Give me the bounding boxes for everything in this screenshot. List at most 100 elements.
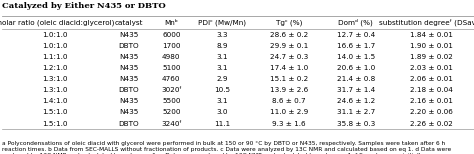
Text: 3.1: 3.1 [217, 54, 228, 60]
FancyBboxPatch shape [326, 107, 385, 118]
FancyBboxPatch shape [192, 63, 252, 74]
FancyBboxPatch shape [108, 85, 150, 96]
Text: 15.1 ± 0.2: 15.1 ± 0.2 [270, 76, 308, 82]
FancyBboxPatch shape [150, 51, 192, 63]
Text: Catalyzed by Either N435 or DBTO: Catalyzed by Either N435 or DBTO [2, 2, 166, 10]
Text: 1700: 1700 [162, 43, 181, 49]
Text: 1.5:1.0: 1.5:1.0 [42, 121, 68, 126]
Text: 11.1: 11.1 [214, 121, 230, 126]
Text: 17.4 ± 1.0: 17.4 ± 1.0 [270, 65, 308, 71]
Text: 29.9 ± 0.1: 29.9 ± 0.1 [270, 43, 308, 49]
Text: 4760: 4760 [162, 76, 181, 82]
Text: 31.1 ± 2.7: 31.1 ± 2.7 [337, 109, 375, 115]
Text: 1.2:1.0: 1.2:1.0 [42, 65, 68, 71]
FancyBboxPatch shape [385, 74, 474, 85]
FancyBboxPatch shape [326, 29, 385, 40]
Text: 2.06 ± 0.01: 2.06 ± 0.01 [410, 76, 452, 82]
FancyBboxPatch shape [108, 63, 150, 74]
Text: 2.03 ± 0.01: 2.03 ± 0.01 [410, 65, 452, 71]
FancyBboxPatch shape [108, 96, 150, 107]
Text: N435: N435 [119, 32, 138, 38]
Text: 2.20 ± 0.06: 2.20 ± 0.06 [410, 109, 452, 115]
Text: 35.8 ± 0.3: 35.8 ± 0.3 [337, 121, 375, 126]
FancyBboxPatch shape [385, 51, 474, 63]
FancyBboxPatch shape [2, 51, 108, 63]
FancyBboxPatch shape [385, 107, 474, 118]
Text: substitution degreeᶠ (DSavg): substitution degreeᶠ (DSavg) [379, 19, 474, 26]
Text: analyzed by 13C NMR and calculated based on eq 1. e Data were analyzed by 13C NM: analyzed by 13C NMR and calculated based… [2, 153, 447, 154]
Text: 3.0: 3.0 [217, 109, 228, 115]
FancyBboxPatch shape [108, 118, 150, 129]
Text: 1.5:1.0: 1.5:1.0 [42, 109, 68, 115]
FancyBboxPatch shape [326, 40, 385, 51]
Text: 1.90 ± 0.01: 1.90 ± 0.01 [410, 43, 452, 49]
Text: 2.18 ± 0.04: 2.18 ± 0.04 [410, 87, 452, 93]
FancyBboxPatch shape [326, 96, 385, 107]
Text: 24.7 ± 0.3: 24.7 ± 0.3 [270, 54, 308, 60]
Text: 8.9: 8.9 [217, 43, 228, 49]
Text: 1.3:1.0: 1.3:1.0 [42, 76, 68, 82]
Text: 16.6 ± 1.7: 16.6 ± 1.7 [337, 43, 375, 49]
FancyBboxPatch shape [2, 74, 108, 85]
FancyBboxPatch shape [385, 85, 474, 96]
FancyBboxPatch shape [252, 107, 326, 118]
FancyBboxPatch shape [2, 40, 108, 51]
FancyBboxPatch shape [150, 118, 192, 129]
FancyBboxPatch shape [252, 118, 326, 129]
FancyBboxPatch shape [252, 51, 326, 63]
Text: 24.6 ± 1.2: 24.6 ± 1.2 [337, 98, 375, 104]
FancyBboxPatch shape [326, 74, 385, 85]
FancyBboxPatch shape [108, 51, 150, 63]
FancyBboxPatch shape [150, 29, 192, 40]
FancyBboxPatch shape [150, 96, 192, 107]
FancyBboxPatch shape [2, 29, 108, 40]
FancyBboxPatch shape [326, 118, 385, 129]
Text: 1.89 ± 0.02: 1.89 ± 0.02 [410, 54, 452, 60]
FancyBboxPatch shape [326, 51, 385, 63]
FancyBboxPatch shape [2, 107, 108, 118]
Text: DBTO: DBTO [118, 43, 139, 49]
Text: 5100: 5100 [162, 65, 181, 71]
Text: PDIᶜ (Mw/Mn): PDIᶜ (Mw/Mn) [198, 19, 246, 26]
FancyBboxPatch shape [192, 85, 252, 96]
Text: 14.0 ± 1.5: 14.0 ± 1.5 [337, 54, 375, 60]
FancyBboxPatch shape [252, 40, 326, 51]
FancyBboxPatch shape [192, 74, 252, 85]
FancyBboxPatch shape [2, 96, 108, 107]
FancyBboxPatch shape [150, 16, 192, 29]
FancyBboxPatch shape [108, 29, 150, 40]
FancyBboxPatch shape [252, 16, 326, 29]
Text: reaction times. b Data from SEC-MALLS without fractionation of products. c Data : reaction times. b Data from SEC-MALLS wi… [2, 147, 452, 152]
Text: 2.16 ± 0.01: 2.16 ± 0.01 [410, 98, 452, 104]
FancyBboxPatch shape [326, 16, 385, 29]
FancyBboxPatch shape [108, 16, 150, 29]
FancyBboxPatch shape [385, 63, 474, 74]
FancyBboxPatch shape [150, 63, 192, 74]
Text: 3.1: 3.1 [217, 65, 228, 71]
FancyBboxPatch shape [252, 96, 326, 107]
FancyBboxPatch shape [326, 63, 385, 74]
Text: 1.0:1.0: 1.0:1.0 [42, 32, 68, 38]
Text: 3020ᶠ: 3020ᶠ [161, 87, 182, 93]
FancyBboxPatch shape [108, 40, 150, 51]
FancyBboxPatch shape [192, 16, 252, 29]
Text: catalyst: catalyst [114, 20, 143, 26]
Text: 2.26 ± 0.02: 2.26 ± 0.02 [410, 121, 452, 126]
Text: N435: N435 [119, 54, 138, 60]
FancyBboxPatch shape [192, 118, 252, 129]
Text: 9.3 ± 1.6: 9.3 ± 1.6 [272, 121, 306, 126]
Text: N435: N435 [119, 76, 138, 82]
FancyBboxPatch shape [192, 40, 252, 51]
FancyBboxPatch shape [192, 29, 252, 40]
Text: 1.3:1.0: 1.3:1.0 [42, 87, 68, 93]
FancyBboxPatch shape [326, 85, 385, 96]
Text: 4980: 4980 [162, 54, 181, 60]
Text: 20.6 ± 1.0: 20.6 ± 1.0 [337, 65, 375, 71]
Text: 3240ᶠ: 3240ᶠ [161, 121, 182, 126]
FancyBboxPatch shape [252, 85, 326, 96]
FancyBboxPatch shape [385, 40, 474, 51]
Text: molar ratio (oleic diacid:glycerol): molar ratio (oleic diacid:glycerol) [0, 19, 115, 26]
FancyBboxPatch shape [252, 29, 326, 40]
Text: N435: N435 [119, 109, 138, 115]
FancyBboxPatch shape [192, 51, 252, 63]
